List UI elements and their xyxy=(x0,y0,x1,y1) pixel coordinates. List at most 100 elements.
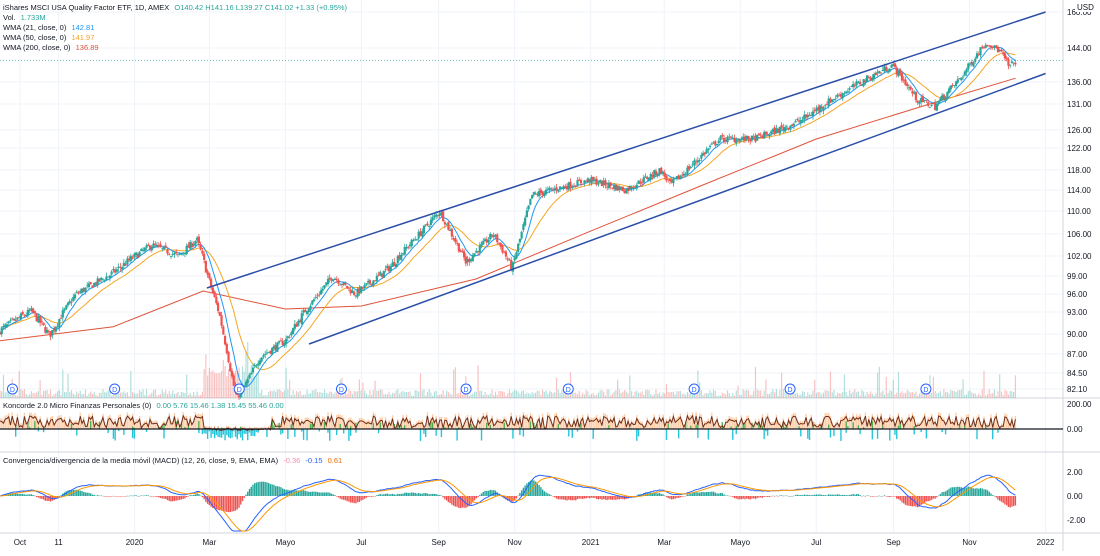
volume-bar xyxy=(448,392,449,398)
macd-hist-bar xyxy=(568,496,569,500)
volume-bar xyxy=(781,373,782,398)
macd-hist-bar xyxy=(189,495,190,496)
volume-bar xyxy=(947,392,948,398)
candle-body xyxy=(447,222,449,230)
macd-hist-bar xyxy=(252,485,253,496)
koncorde-green-bar xyxy=(845,421,846,429)
koncorde-brown-bar xyxy=(378,420,379,429)
koncorde-brown-bar xyxy=(497,418,498,429)
macd-hist-bar xyxy=(348,496,349,502)
volume-bar xyxy=(914,393,915,398)
koncorde-values: 0.00 5.76 15.46 1.38 15.45 55.46 0.00 xyxy=(157,401,284,410)
time-tick-label: Jul xyxy=(356,538,366,547)
candle-body xyxy=(407,247,409,248)
candle-body xyxy=(889,69,891,71)
candle-body xyxy=(726,137,728,142)
volume-bar xyxy=(362,383,363,398)
volume-bar xyxy=(172,391,173,398)
macd-hist-bar xyxy=(299,491,300,496)
candle-body xyxy=(847,91,849,92)
volume-bar xyxy=(427,392,428,398)
candle-body xyxy=(922,96,924,102)
macd-hist-bar xyxy=(174,496,175,501)
dividend-marker[interactable]: D xyxy=(785,384,795,394)
macd-hist-bar xyxy=(191,495,192,496)
macd-hist-bar xyxy=(668,496,669,498)
macd-hist-bar xyxy=(92,495,93,496)
vol-label[interactable]: Vol. xyxy=(3,13,16,22)
volume-bar xyxy=(758,390,759,398)
price-tick-label: 102.00 xyxy=(1067,252,1092,261)
candles[interactable] xyxy=(0,43,1016,400)
macd-hist-bar xyxy=(537,484,538,496)
price-axis[interactable]: 160.00144.00136.00131.00126.00122.00118.… xyxy=(1067,8,1092,525)
volume-bar xyxy=(594,395,595,398)
dividend-marker[interactable]: D xyxy=(234,384,244,394)
dividend-marker[interactable]: D xyxy=(921,384,931,394)
macd-hist-bar xyxy=(24,494,25,496)
dividend-marker[interactable]: D xyxy=(110,384,120,394)
macd-hist-bar xyxy=(90,493,91,496)
macd-hist-bar xyxy=(743,496,744,499)
currency-label[interactable]: USD xyxy=(1075,3,1096,12)
volume-bar xyxy=(872,394,873,398)
volume-bar xyxy=(614,392,615,398)
macd-hist-bar xyxy=(413,493,414,496)
koncorde-brown-bar xyxy=(420,421,421,429)
macd-hist-bar xyxy=(401,494,402,496)
channel-line-upper[interactable] xyxy=(207,12,1046,288)
candle-body xyxy=(632,188,634,189)
volume-bar xyxy=(500,391,501,398)
price-tick-label: 131.00 xyxy=(1067,100,1092,109)
candle-body xyxy=(222,326,224,334)
dividend-marker[interactable]: D xyxy=(689,384,699,394)
koncorde-brown-bar xyxy=(76,421,77,429)
candle-body xyxy=(965,69,967,72)
channel-line-lower[interactable] xyxy=(309,74,1045,345)
macd-hist-bar xyxy=(729,496,730,497)
instrument-title[interactable]: iShares MSCI USA Quality Factor ETF, 1D,… xyxy=(3,3,169,12)
volume-bar xyxy=(33,393,34,398)
dividend-marker[interactable]: D xyxy=(336,384,346,394)
koncorde-pane[interactable] xyxy=(0,412,1063,441)
macd-hist-bar xyxy=(247,492,248,496)
volume-bar xyxy=(645,390,646,398)
candle-body xyxy=(262,355,264,357)
wma21-path xyxy=(0,47,1015,387)
volume-bar xyxy=(891,391,892,398)
koncorde-brown-bar xyxy=(57,416,58,429)
wma21-label[interactable]: WMA (21, close, 0) xyxy=(3,23,66,32)
dividend-marker[interactable]: D xyxy=(7,384,17,394)
macd-hist-bar xyxy=(936,496,937,497)
volume-bar xyxy=(308,394,309,398)
macd-hist-bar xyxy=(390,494,391,496)
macd-hist-bar xyxy=(566,496,567,501)
dividend-marker[interactable]: D xyxy=(461,384,471,394)
wma200-label[interactable]: WMA (200, close, 0) xyxy=(3,43,71,52)
candle-body xyxy=(344,283,346,285)
volume-bar xyxy=(313,390,314,398)
volume-bar xyxy=(526,393,527,398)
macd-hist-bar xyxy=(85,492,86,496)
volume-bar xyxy=(348,389,349,398)
volume-bar xyxy=(0,390,1,398)
macd-label[interactable]: Convergencia/divergencia de la media móv… xyxy=(3,456,278,465)
macd-hist-bar xyxy=(104,496,105,497)
koncorde-tick-label: 0.00 xyxy=(1067,425,1083,434)
macd-pane[interactable] xyxy=(0,475,1016,531)
volume-bar xyxy=(664,393,665,398)
volume-bar xyxy=(879,367,880,398)
candle-body xyxy=(1007,59,1009,66)
koncorde-brown-bar xyxy=(591,417,592,429)
candle-body xyxy=(505,251,507,256)
volume-bar xyxy=(959,390,960,398)
koncorde-label[interactable]: Koncorde 2.0 Micro Finanzas Personales (… xyxy=(3,401,151,410)
volume-bar xyxy=(333,394,334,398)
dividend-marker[interactable]: D xyxy=(563,384,573,394)
volume-bar xyxy=(418,392,419,398)
koncorde-brown-bar xyxy=(659,414,660,429)
wma50-label[interactable]: WMA (50, close, 0) xyxy=(3,33,66,42)
